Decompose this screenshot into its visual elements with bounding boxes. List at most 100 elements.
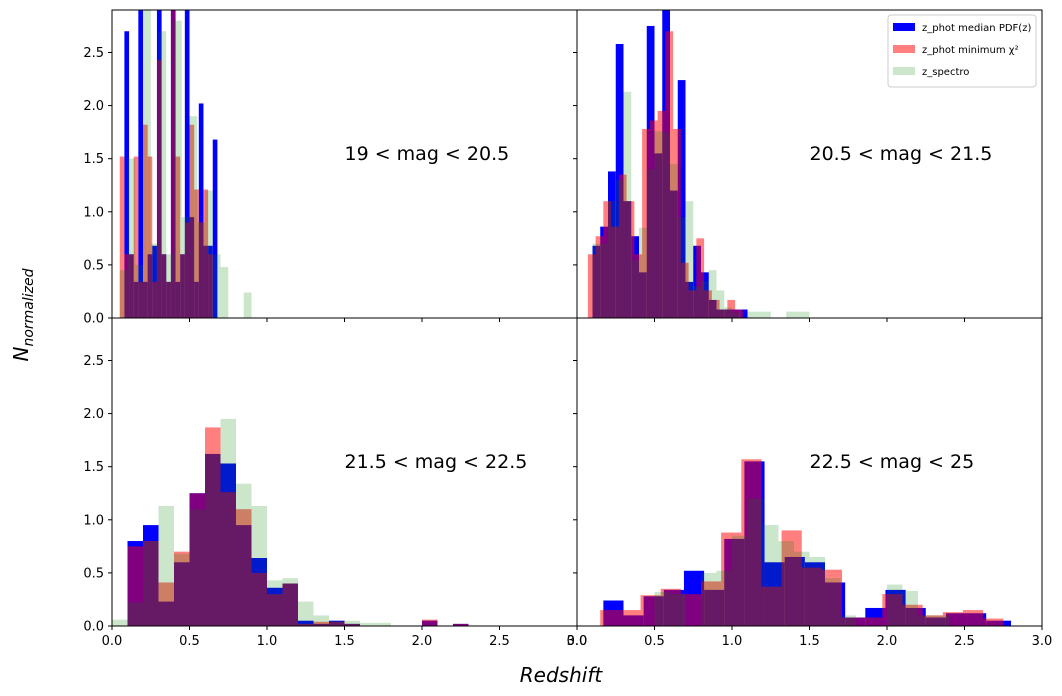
histogram-bar [198, 222, 204, 318]
histogram-bar [639, 227, 647, 318]
histogram-bar [778, 541, 794, 626]
histogram-bar [642, 128, 650, 318]
histogram-bar [205, 453, 221, 626]
histogram-bar [236, 483, 252, 626]
histogram-bar [623, 91, 632, 318]
legend-swatch [893, 23, 915, 31]
magnitude-range-label: 20.5 < mag < 21.5 [810, 143, 993, 165]
histogram-bar [983, 618, 1004, 626]
histogram-bar [127, 602, 143, 626]
y-tick-label: 1.5 [83, 152, 104, 167]
histogram-bar [205, 190, 213, 318]
panel-bottom-left: 0.0 0.5 1.0 1.5 2.0 2.5 0.0 0.5 1.0 1.5 2.0 2.5 3.0 2… [83, 317, 587, 649]
legend-swatch [893, 45, 915, 53]
histogram-bar [212, 254, 221, 318]
histogram-bar [611, 226, 619, 318]
y-tick-label: 1.0 [83, 513, 104, 528]
histogram-bar [701, 280, 709, 318]
histogram-bar [620, 610, 641, 626]
y-tick-label: 0.0 [83, 620, 104, 635]
histogram-bar [453, 623, 469, 626]
legend-swatch [893, 67, 915, 75]
legend-entry: z_phot median PDF(z) [922, 23, 1031, 34]
histogram-bar [158, 505, 174, 626]
histogram-bar [608, 201, 616, 318]
histogram-bar [203, 189, 209, 318]
histogram-bar [129, 254, 134, 318]
histogram-bar [933, 615, 949, 626]
histogram-bar [603, 201, 612, 318]
histogram-bar [809, 556, 825, 626]
bars-bottom-left [112, 418, 469, 626]
histogram-bar [194, 189, 199, 318]
histogram-bar [184, 10, 190, 318]
histogram-bar [298, 601, 314, 626]
legend: z_phot median PDF(z) z_phot minimum χ² z_s… [887, 14, 1037, 88]
histogram-bar [158, 582, 174, 626]
histogram-bar [329, 621, 345, 626]
histogram-bar [208, 254, 213, 318]
histogram-bar [825, 578, 841, 626]
histogram-bar [711, 299, 720, 318]
histogram-bar [761, 586, 782, 626]
histogram-bar [174, 553, 190, 626]
histogram-bar [243, 292, 252, 318]
histogram-bar [143, 10, 151, 318]
histogram-bar [124, 31, 130, 318]
x-tick-label: 2.0 [412, 634, 433, 649]
histogram-bar [657, 110, 666, 318]
histogram-bar [152, 281, 157, 318]
histogram-bar [166, 254, 174, 318]
histogram-bar [680, 594, 701, 626]
histogram-bar [918, 615, 934, 626]
histogram-bar [701, 572, 717, 626]
panel-bottom-right: 0.0 0.5 1.0 1.5 2.0 2.5 3.0 22.5 < mag < 25 [567, 317, 1052, 649]
y-tick-label: 1.0 [83, 205, 104, 220]
histogram-bar [708, 270, 717, 318]
histogram-bar [344, 620, 360, 626]
x-tick-label: 2.5 [954, 634, 975, 649]
histogram-bar [670, 164, 678, 318]
histogram-bar [670, 594, 686, 626]
histogram-bar [313, 615, 329, 626]
histogram-bar [922, 615, 943, 626]
histogram-bar [220, 492, 236, 626]
histogram-bar [634, 254, 643, 318]
histogram-bar [189, 493, 205, 626]
histogram-bar [143, 541, 159, 626]
histogram-bar [962, 610, 984, 626]
legend-entry: z_spectro [922, 67, 969, 78]
histogram-bar [180, 254, 185, 318]
histogram-bar [298, 620, 314, 626]
histogram-bar [840, 615, 856, 626]
histogram-bar [143, 541, 159, 626]
histogram-bar [161, 254, 167, 318]
histogram-bar [592, 243, 608, 318]
histogram-bar [662, 132, 670, 318]
histogram-bar [882, 594, 903, 626]
histogram-bar [631, 259, 639, 318]
x-tick-label: 1.0 [257, 634, 278, 649]
histogram-bar [640, 595, 661, 626]
histogram-bar [595, 236, 604, 318]
histogram-bar [716, 290, 725, 318]
histogram-bar [654, 131, 663, 318]
histogram-bar [887, 584, 903, 626]
y-tick-label: 0.5 [83, 566, 104, 581]
histogram-bar [205, 427, 221, 626]
histogram-bar [902, 604, 923, 626]
histogram-bar [696, 238, 705, 318]
histogram-bar [282, 578, 298, 626]
magnitude-range-label: 22.5 < mag < 25 [810, 451, 975, 473]
histogram-bar [693, 286, 701, 318]
histogram-bar [156, 59, 162, 318]
histogram-bar [119, 156, 125, 318]
histogram-bar [618, 174, 627, 318]
x-tick-label: 0.5 [644, 634, 665, 649]
y-tick-label: 2.0 [83, 99, 104, 114]
histogram-bar [724, 307, 732, 318]
histogram-bar [189, 509, 205, 626]
x-tick-label: 0.0 [102, 634, 123, 649]
histogram-bar [124, 254, 130, 318]
histogram-bar [626, 201, 635, 318]
